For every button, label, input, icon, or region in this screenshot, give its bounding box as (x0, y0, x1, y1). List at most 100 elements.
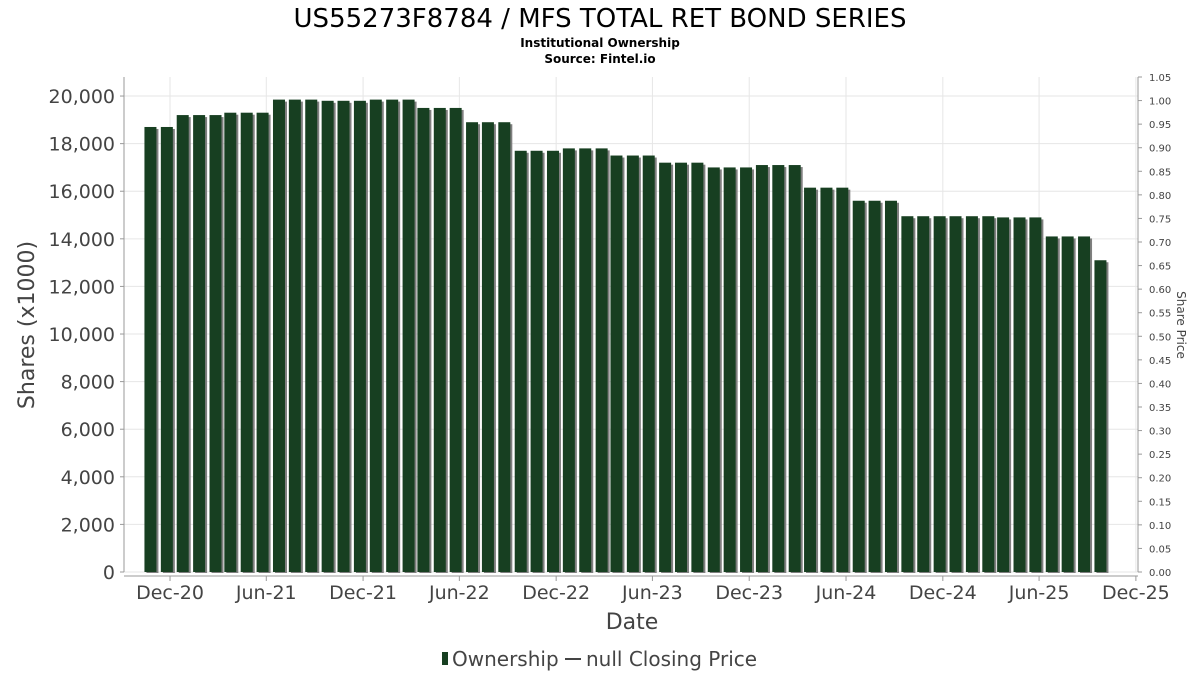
x-tick-label: Dec-20 (136, 582, 204, 604)
ownership-bar (674, 162, 687, 572)
ownership-bar (337, 100, 350, 572)
ownership-bar (1078, 236, 1091, 572)
ownership-bar (417, 107, 430, 572)
ownership-bar (901, 216, 914, 572)
y2-tick-label: 0.20 (1149, 474, 1171, 485)
x-tick-label: Dec-23 (715, 582, 783, 604)
ownership-bar (1045, 236, 1058, 572)
y2-tick-label: 0.70 (1149, 238, 1171, 249)
y2-tick-label: 0.05 (1149, 544, 1171, 555)
ownership-bar (965, 216, 978, 572)
y2-tick-label: 0.50 (1149, 332, 1171, 343)
ownership-bar (740, 167, 753, 573)
ownership-bar (772, 165, 785, 572)
y-tick-label: 8,000 (61, 372, 115, 394)
ownership-bar (209, 115, 222, 573)
y-tick-label: 18,000 (49, 134, 115, 156)
ownership-bar (224, 112, 237, 572)
x-tick-label: Dec-25 (1102, 582, 1170, 604)
ownership-bar (193, 115, 206, 573)
ownership-bar (272, 99, 285, 573)
ownership-bar (579, 148, 592, 572)
legend: Ownership null Closing Price (442, 647, 757, 671)
y2-tick-label: 0.40 (1149, 379, 1171, 390)
axes: 0 2,000 4,000 6,000 8,000 10,000 12,000 14,000 1… (49, 73, 1172, 604)
ownership-bar (369, 99, 382, 573)
x-tick-label: Jun-22 (428, 582, 490, 604)
y-tick-label: 14,000 (49, 229, 115, 251)
y2-tick-label: 0.95 (1149, 120, 1171, 131)
ownership-bar (659, 162, 672, 572)
legend-ownership-swatch (442, 652, 448, 665)
bars (144, 99, 1109, 574)
y2-axis-title: Share Price (1174, 291, 1188, 359)
ownership-bar (449, 107, 462, 572)
ownership-bar (386, 99, 399, 573)
ownership-bar (1094, 260, 1107, 572)
y2-tick-label: 0.60 (1149, 285, 1171, 296)
ownership-bar (610, 155, 623, 572)
ownership-bar (933, 216, 946, 572)
x-axis-title: Date (606, 610, 659, 635)
ownership-bar (691, 162, 704, 572)
y2-tick-label: 0.00 (1149, 568, 1171, 579)
ownership-bar (723, 167, 736, 573)
ownership-bar (546, 150, 559, 572)
y2-tick-label: 0.55 (1149, 309, 1171, 320)
x-tick-label: Jun-23 (621, 582, 683, 604)
ownership-bar (820, 187, 833, 572)
y2-tick-label: 0.10 (1149, 521, 1171, 532)
ownership-bar (788, 165, 801, 572)
y2-tick-label: 1.00 (1149, 97, 1171, 108)
ownership-bar (305, 99, 318, 573)
y2-tick-label: 1.05 (1149, 73, 1171, 84)
ownership-bar (160, 126, 173, 573)
ownership-bar (288, 99, 301, 573)
x-tick-label: Jun-25 (1008, 582, 1070, 604)
y2-tick-label: 0.30 (1149, 427, 1171, 438)
y2-tick-label: 0.80 (1149, 191, 1171, 202)
y-tick-label: 16,000 (49, 181, 115, 203)
ownership-bar (353, 100, 366, 572)
ownership-bar (595, 148, 608, 572)
ownership-bar (402, 99, 415, 573)
x-tick-label: Dec-22 (522, 582, 590, 604)
ownership-bar (868, 200, 881, 572)
ownership-bar (804, 187, 817, 572)
y-tick-label: 4,000 (61, 467, 115, 489)
legend-ownership-label: Ownership (452, 647, 559, 671)
y-axis-title: Shares (x1000) (15, 241, 40, 409)
y-tick-label: 6,000 (61, 419, 115, 441)
y-tick-label: 0 (103, 562, 115, 584)
y2-tick-label: 0.45 (1149, 356, 1171, 367)
ownership-bar (949, 216, 962, 572)
y2-tick-label: 0.85 (1149, 167, 1171, 178)
ownership-bar (1061, 236, 1074, 572)
ownership-bar (514, 150, 527, 572)
ownership-bar (562, 148, 575, 572)
ownership-bar (642, 155, 655, 572)
ownership-bar (997, 217, 1010, 572)
x-tick-label: Jun-21 (235, 582, 297, 604)
chart-subtitle-ownership: Institutional Ownership (520, 36, 680, 50)
chart-subtitle-source: Source: Fintel.io (544, 52, 655, 66)
ownership-bar (498, 122, 511, 573)
ownership-bar (852, 200, 865, 572)
y2-tick-label: 0.25 (1149, 450, 1171, 461)
y2-tick-label: 0.65 (1149, 262, 1171, 273)
ownership-bar (256, 112, 269, 572)
y-tick-label: 10,000 (49, 324, 115, 346)
ownership-bar (982, 216, 995, 572)
y2-tick-label: 0.35 (1149, 403, 1171, 414)
ownership-bar (884, 200, 897, 572)
ownership-bar (240, 112, 253, 572)
ownership-bar (836, 187, 849, 572)
ownership-bar (466, 122, 479, 573)
legend-price-label: null Closing Price (586, 647, 757, 671)
x-tick-label: Dec-21 (329, 582, 397, 604)
y2-tick-label: 0.15 (1149, 497, 1171, 508)
y-tick-label: 12,000 (49, 276, 115, 298)
chart-title: US55273F8784 / MFS TOTAL RET BOND SERIES (294, 4, 907, 34)
ownership-bar (481, 122, 494, 573)
